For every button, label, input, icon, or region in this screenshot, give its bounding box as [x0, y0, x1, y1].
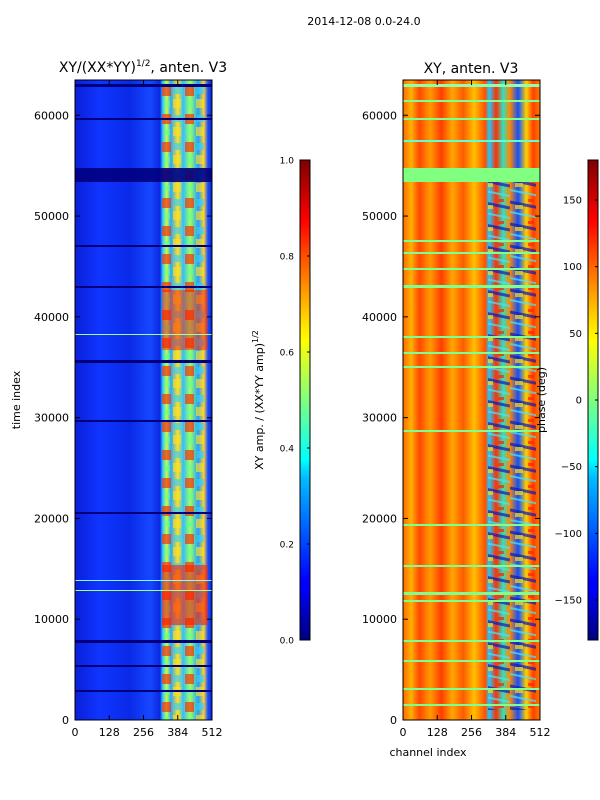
amp-colorbar-tick-label: 0.2 [280, 541, 294, 551]
phase-colorbar-tick-label: −150 [555, 596, 582, 607]
phase-x-ticks: 0 128 256 384 512 [400, 80, 551, 739]
amp-colorbar: 0.0 0.2 0.4 0.6 0.8 1.0 XY amp. / (XX*YY amp)… [251, 157, 311, 647]
amp-x-tick-label: 0 [72, 726, 79, 739]
amp-plot-title: XY/(XX*YY)1/2, anten. V3 [59, 59, 227, 76]
amp-x-ticks: 0 128 256 384 512 [72, 80, 223, 739]
amp-y-tick-label: 40000 [34, 311, 69, 324]
phase-colorbar-tick-label: 50 [569, 329, 582, 340]
amp-y-tick-label: 20000 [34, 512, 69, 525]
amp-x-tick-label: 512 [202, 726, 223, 739]
phase-y-tick-label: 30000 [362, 412, 397, 425]
phase-y-tick-label: 60000 [362, 109, 397, 122]
phase-x-tick-label: 128 [427, 726, 448, 739]
amp-colorbar-label: XY amp. / (XX*YY amp)1/2 [251, 330, 266, 470]
phase-panel: XY, anten. V3 0 100 [362, 61, 599, 759]
amp-y-tick-label: 60000 [34, 109, 69, 122]
amp-x-tick-label: 384 [167, 726, 188, 739]
amp-y-axis-label: time index [10, 370, 23, 429]
amp-panel: XY/(XX*YY)1/2, anten. V3 0 10000 20000 3000… [10, 59, 311, 739]
phase-y-ticks: 0 10000 20000 30000 40000 50000 60000 [362, 109, 540, 727]
phase-y-tick-label: 10000 [362, 613, 397, 626]
phase-colorbar-tick-label: −50 [561, 462, 582, 473]
phase-heatmap [403, 80, 540, 720]
amp-colorbar-tick-label: 1.0 [280, 157, 295, 167]
phase-plot-title: XY, anten. V3 [424, 61, 519, 77]
phase-colorbar-tick-label: 0 [576, 396, 582, 407]
phase-colorbar-label: phase (deg) [535, 367, 548, 433]
phase-y-tick-label: 20000 [362, 512, 397, 525]
figure-title: 2014-12-08 0.0-24.0 [307, 15, 420, 28]
phase-colorbar-tick-label: 150 [563, 196, 582, 207]
amp-y-tick-label: 0 [62, 714, 69, 727]
amp-colorbar-tick-label: 0.0 [280, 637, 295, 647]
phase-x-tick-label: 0 [400, 726, 407, 739]
phase-colorbar-ticks: 150 100 50 0 −50 −100 −150 [555, 196, 598, 607]
amp-y-tick-label: 10000 [34, 613, 69, 626]
phase-x-tick-label: 384 [495, 726, 516, 739]
amp-colorbar-tick-label: 0.6 [280, 349, 295, 359]
amp-x-tick-label: 256 [133, 726, 154, 739]
amp-y-tick-label: 30000 [34, 412, 69, 425]
amp-colorbar-tick-label: 0.8 [280, 253, 295, 263]
phase-colorbar-tick-label: 100 [563, 262, 582, 273]
phase-x-tick-label: 512 [530, 726, 551, 739]
phase-y-tick-label: 0 [390, 714, 397, 727]
phase-x-axis-label: channel index [389, 746, 467, 759]
amp-y-tick-label: 50000 [34, 210, 69, 223]
amp-y-ticks: 0 10000 20000 30000 40000 50000 60000 [34, 109, 212, 727]
phase-y-tick-label: 40000 [362, 311, 397, 324]
amp-colorbar-ticks: 0.0 0.2 0.4 0.6 0.8 1.0 [280, 157, 310, 647]
phase-colorbar-tick-label: −100 [555, 529, 582, 540]
phase-colorbar: 150 100 50 0 −50 −100 −150 phase (deg) [535, 159, 599, 641]
phase-y-tick-label: 50000 [362, 210, 397, 223]
amp-colorbar-tick-label: 0.4 [280, 445, 295, 455]
phase-x-tick-label: 256 [461, 726, 482, 739]
amp-x-tick-label: 128 [99, 726, 120, 739]
amp-heatmap [75, 80, 212, 720]
amp-colorbar-gradient [299, 159, 311, 641]
